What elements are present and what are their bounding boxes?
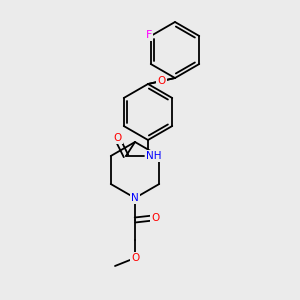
Text: O: O <box>131 253 139 263</box>
Text: O: O <box>114 133 122 143</box>
Text: O: O <box>158 76 166 86</box>
Text: F: F <box>146 30 152 40</box>
Text: O: O <box>151 213 159 223</box>
Text: O: O <box>158 76 166 86</box>
Text: N: N <box>131 193 139 203</box>
Text: NH: NH <box>146 151 162 161</box>
